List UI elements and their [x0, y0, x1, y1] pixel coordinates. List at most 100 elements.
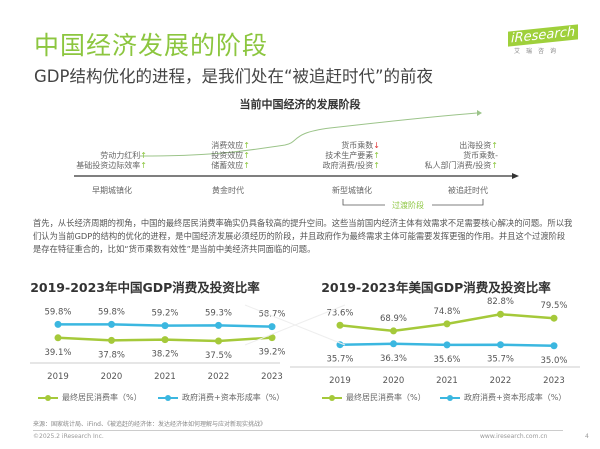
factor-label: 出海投资 — [459, 141, 492, 150]
data-label: 68.9% — [380, 314, 407, 324]
x-tick-label: 2021 — [154, 372, 176, 382]
trend-up-icon: ↑ — [373, 151, 380, 160]
data-label: 39.2% — [258, 348, 285, 358]
legend-label: 政府消费+资本形成率（%） — [182, 393, 285, 402]
data-point — [268, 323, 276, 331]
data-point — [336, 321, 344, 329]
trend-up-icon: ↑ — [491, 141, 498, 150]
factor-item: 政府消费/投资↑ — [323, 161, 380, 171]
china-legend-investment: 政府消费+资本形成率（%） — [158, 392, 284, 403]
page-subtitle: GDP结构优化的进程，是我们处在“被追赶时代”的前夜 — [34, 67, 434, 86]
china-chart-title: 2019-2023年中国GDP消费及投资比率 — [30, 280, 260, 295]
factor-item: 劳动力红利↑ — [76, 151, 147, 161]
factor-group: 出海投资↑ 货币乘数- 私人部门消费/投资↑ — [425, 141, 498, 171]
data-label: 59.8% — [98, 307, 125, 317]
factor-label: 储蓄效应 — [211, 161, 244, 170]
data-label: 73.6% — [326, 308, 353, 318]
data-point — [215, 321, 222, 329]
data-label: 58.7% — [258, 310, 285, 320]
data-point — [108, 320, 115, 328]
x-tick-label: 2020 — [101, 372, 123, 382]
x-tick-label: 2023 — [543, 376, 565, 386]
page-title: 中国经济发展的阶段 — [34, 31, 269, 60]
factor-group: 货币乘数↓ 技术生产要素↑ 政府消费/投资↑ — [323, 141, 380, 171]
source-note: 来源：国家统计局、iFind、《被追赶的经济体：发达经济体如何理解与应对新现实挑… — [33, 421, 266, 428]
factor-item: 投资效应↑ — [211, 151, 250, 161]
factor-label: 投资效应 — [211, 151, 244, 160]
x-tick-label: 2019 — [329, 376, 351, 386]
legend-green-marker-icon — [38, 394, 58, 401]
data-point — [336, 341, 344, 349]
data-point — [550, 314, 558, 322]
stage-catch-up-era: 被追赶时代 — [448, 186, 488, 195]
data-point — [268, 334, 276, 342]
china-legend-consumption: 最终居民消费率（%） — [38, 392, 142, 403]
website-link[interactable]: www.iresearch.com.cn — [480, 433, 548, 440]
data-point — [497, 310, 504, 318]
transition-label: 过渡阶段 — [392, 201, 424, 210]
data-label: 38.2% — [151, 350, 178, 360]
legend-label: 最终居民消费率（%） — [62, 393, 142, 402]
legend-green-marker-icon — [322, 394, 342, 401]
us-legend-consumption: 最终居民消费率（%） — [322, 392, 426, 403]
data-point — [550, 342, 558, 350]
data-label: 59.3% — [205, 308, 232, 318]
factor-item: 私人部门消费/投资↑ — [425, 161, 498, 171]
factor-label: 技术生产要素 — [325, 151, 374, 160]
x-tick-label: 2021 — [436, 376, 458, 386]
trend-up-icon: ↑ — [140, 161, 147, 170]
data-label: 37.8% — [98, 350, 125, 360]
curve-arrowhead — [477, 110, 482, 116]
x-tick-label: 2020 — [383, 376, 405, 386]
x-tick-label: 2022 — [208, 372, 230, 382]
factor-label: 货币乘数 — [463, 151, 496, 160]
copyright: ©2025.2 iResearch Inc. — [33, 433, 104, 440]
factor-item: 储蓄效应↑ — [211, 161, 250, 171]
data-label: 35.0% — [540, 356, 567, 366]
trend-up-icon: ↑ — [140, 151, 147, 160]
connector-lines — [244, 304, 346, 346]
factor-label: 货币乘数 — [341, 141, 374, 150]
legend-blue-marker-icon — [440, 394, 460, 401]
trend-down-icon: ↓ — [373, 141, 380, 150]
data-label: 37.5% — [205, 351, 232, 361]
data-label: 79.5% — [540, 301, 567, 311]
factor-item: 消费效应↑ — [211, 141, 250, 151]
data-label: 82.8% — [487, 297, 514, 307]
data-label: 39.1% — [44, 348, 71, 358]
footer-divider — [33, 430, 563, 431]
data-point — [443, 320, 451, 328]
stage-new-urbanization: 新型城镇化 — [332, 186, 372, 195]
legend-label: 最终居民消费率（%） — [346, 393, 426, 402]
x-tick-label: 2023 — [261, 372, 283, 382]
factor-label: 基础投资边际效率 — [76, 161, 141, 170]
data-label: 35.6% — [433, 355, 460, 365]
trend-up-icon: ↑ — [243, 151, 250, 160]
data-label: 35.7% — [487, 355, 514, 365]
data-point — [215, 337, 222, 345]
x-tick-label: 2022 — [490, 376, 512, 386]
trend-up-icon: ↑ — [373, 161, 380, 170]
data-label: 74.8% — [433, 307, 460, 317]
iresearch-logo: iResearch 艾瑞咨询 — [508, 24, 579, 55]
page-number: 4 — [585, 433, 589, 440]
data-point — [54, 334, 62, 342]
data-point — [54, 320, 62, 328]
factor-item: 出海投资↑ — [425, 141, 498, 151]
data-point — [390, 327, 397, 335]
body-paragraph: 首先，从长经济周期的视角，中国的最终居民消费率确实仍具备较高的提升空间。这些当前… — [33, 218, 573, 254]
data-point — [161, 322, 169, 330]
transition-bracket — [342, 199, 484, 206]
factor-label: 劳动力红利 — [100, 151, 141, 160]
data-point — [161, 336, 169, 344]
legend-blue-marker-icon — [158, 394, 178, 401]
factor-label: 私人部门消费/投资 — [424, 161, 492, 170]
factor-group: 劳动力红利↑ 基础投资边际效率↑ — [76, 151, 147, 171]
factor-item: 货币乘数- — [425, 151, 498, 161]
trend-up-icon: ↑ — [243, 161, 250, 170]
data-label: 59.2% — [151, 309, 178, 319]
trend-up-icon: ↑ — [243, 141, 250, 150]
data-point — [497, 341, 504, 349]
factor-label: 消费效应 — [211, 141, 244, 150]
